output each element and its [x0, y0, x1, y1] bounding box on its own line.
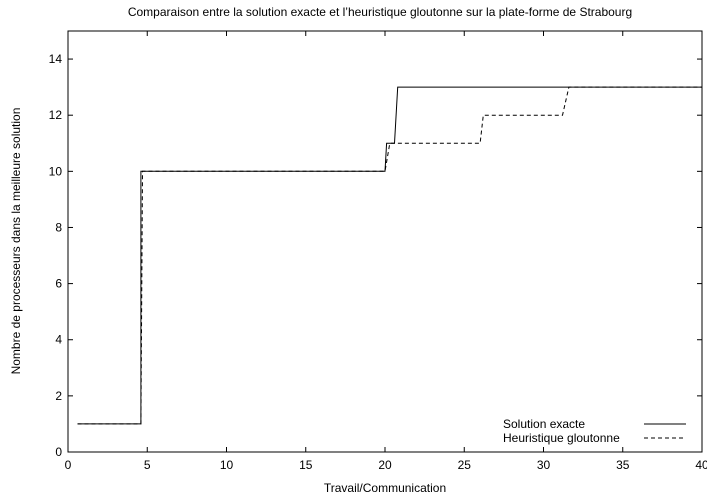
legend-label-solution-exacte: Solution exacte — [503, 417, 585, 431]
y-tick-label: 0 — [55, 445, 62, 459]
x-tick-label: 40 — [695, 458, 707, 472]
series-layer — [77, 86, 702, 425]
x-tick-label: 35 — [616, 458, 630, 472]
x-tick-label: 15 — [299, 458, 313, 472]
x-tick-label: 20 — [378, 458, 392, 472]
x-tick-label: 5 — [144, 458, 151, 472]
legend-label-heuristique-gloutonne: Heuristique gloutonne — [503, 431, 620, 445]
y-axis-ticks: 0 2 4 6 8 10 12 14 — [49, 52, 702, 459]
y-tick-label: 6 — [55, 277, 62, 291]
x-tick-label: 30 — [537, 458, 551, 472]
x-tick-label: 0 — [65, 458, 72, 472]
x-tick-label: 10 — [220, 458, 234, 472]
y-tick-label: 4 — [55, 333, 62, 347]
x-tick-label: 25 — [458, 458, 472, 472]
chart-title: Comparaison entre la solution exacte et … — [128, 5, 632, 19]
y-axis-label: Nombre de processeurs dans la meilleure … — [9, 108, 23, 375]
x-axis-ticks: 0 5 10 15 20 25 30 35 40 — [65, 31, 707, 472]
series-line-solution-exacte — [77, 86, 702, 425]
y-tick-label: 14 — [49, 52, 63, 66]
y-tick-label: 2 — [55, 389, 62, 403]
legend: Solution exacte Heuristique gloutonne — [503, 417, 686, 445]
y-tick-label: 10 — [49, 164, 63, 178]
y-tick-label: 8 — [55, 220, 62, 234]
y-tick-label: 12 — [49, 108, 63, 122]
series-line-heuristique-gloutonne — [77, 86, 702, 425]
plot-frame — [67, 30, 703, 453]
x-axis-label: Travail/Communication — [324, 481, 446, 495]
